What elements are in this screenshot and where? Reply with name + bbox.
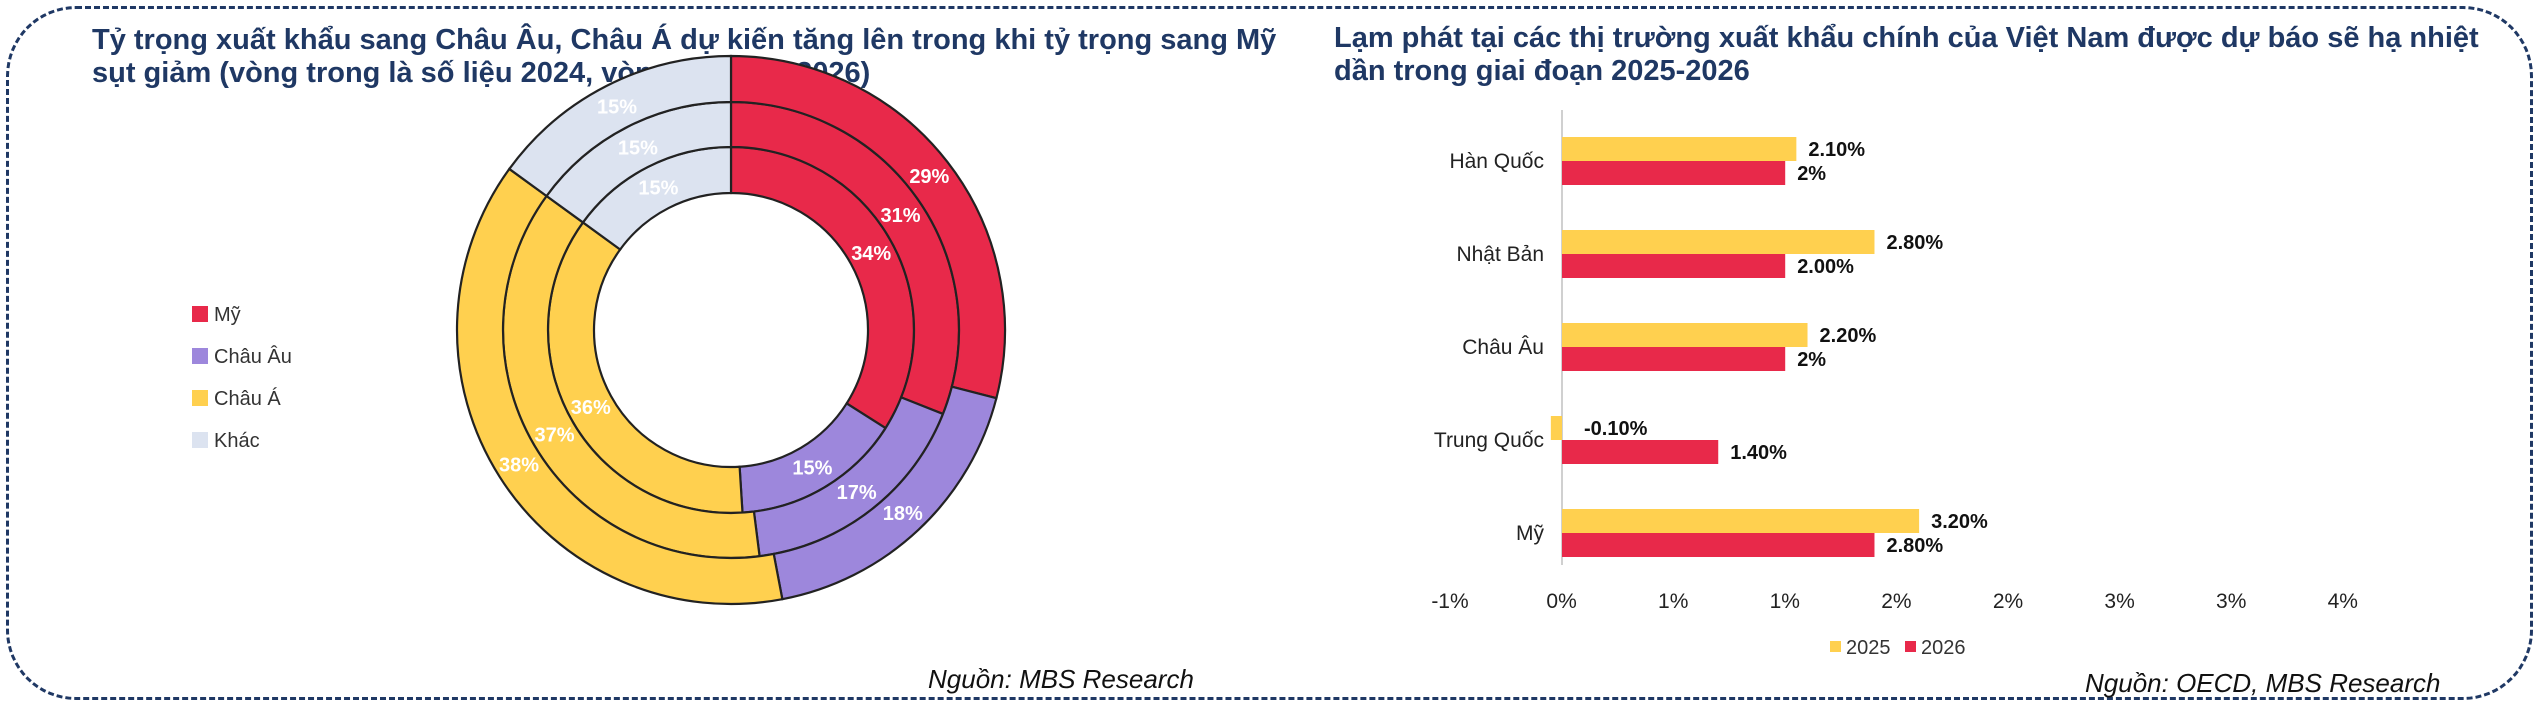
bar-2025-Châu Âu: [1562, 323, 1808, 347]
x-tick-label: 4%: [2328, 590, 2358, 613]
x-tick-label: 1%: [1658, 590, 1688, 613]
x-tick-label: 0%: [1546, 590, 1576, 613]
left-chart-title: Tỷ trọng xuất khẩu sang Châu Âu, Châu Á …: [92, 24, 1277, 89]
bar-2026-Trung Quốc: [1562, 440, 1719, 464]
donut-slice-ring3-Khác: [507, 54, 733, 198]
x-tick-label: -1%: [1431, 590, 1468, 613]
donut-label-ring2-Châu Âu: 17%: [837, 482, 877, 504]
bar-2026-Châu Âu: [1562, 347, 1786, 371]
donut-label-ring2-Mỹ: 31%: [881, 205, 921, 227]
legend-label-2025: 2025: [1846, 637, 1891, 659]
data-label-2026-Mỹ: 2.80%: [1886, 535, 1943, 557]
legend-label-Mỹ: Mỹ: [214, 304, 241, 326]
legend-swatch-2025: [1830, 641, 1841, 652]
category-label-Hàn Quốc: Hàn Quốc: [1449, 150, 1544, 173]
legend-label-Châu Âu: Châu Âu: [214, 345, 292, 368]
legend-swatch-Khác: [192, 432, 208, 448]
bar-2026-Mỹ: [1562, 533, 1875, 557]
legend-swatch-2026: [1905, 641, 1916, 652]
donut-label-ring1-Khác: 15%: [638, 177, 678, 199]
data-label-2025-Châu Âu: 2.20%: [1820, 325, 1877, 347]
dashed-frame: [6, 6, 2533, 700]
category-label-Mỹ: Mỹ: [1516, 522, 1544, 545]
donut-label-ring3-Khác: 15%: [597, 96, 637, 118]
data-label-2025-Mỹ: 3.20%: [1931, 511, 1988, 533]
legend-label-Châu Á: Châu Á: [214, 387, 281, 410]
donut-label-ring1-Châu Á: 36%: [571, 397, 611, 419]
legend-swatch-Mỹ: [192, 306, 208, 322]
x-tick-label: 3%: [2104, 590, 2134, 613]
right-chart-title: Lạm phát tại các thị trường xuất khẩu ch…: [1334, 22, 2479, 87]
bar-2025-Mỹ: [1562, 509, 1920, 533]
donut-label-ring3-Châu Á: 38%: [499, 454, 539, 476]
bar-2026-Hàn Quốc: [1562, 161, 1786, 185]
bar-2026-Nhật Bản: [1562, 254, 1786, 278]
category-label-Trung Quốc: Trung Quốc: [1434, 429, 1544, 452]
bar-2025-Nhật Bản: [1562, 230, 1875, 254]
legend-label-2026: 2026: [1921, 637, 1966, 659]
data-label-2026-Nhật Bản: 2.00%: [1797, 256, 1854, 278]
left-source-note: Nguồn: MBS Research: [928, 664, 1194, 694]
bar-2025-Hàn Quốc: [1562, 137, 1797, 161]
data-label-2026-Hàn Quốc: 2%: [1797, 163, 1826, 185]
x-tick-label: 1%: [1770, 590, 1800, 613]
bar-2025-Trung Quốc: [1550, 416, 1562, 440]
donut-label-ring2-Khác: 15%: [618, 137, 658, 159]
data-label-2025-Nhật Bản: 2.80%: [1886, 232, 1943, 254]
donut-label-ring1-Mỹ: 34%: [851, 243, 891, 265]
data-label-2025-Hàn Quốc: 2.10%: [1808, 139, 1865, 161]
category-label-Nhật Bản: Nhật Bản: [1456, 243, 1544, 266]
donut-label-ring2-Châu Á: 37%: [535, 424, 575, 446]
data-label-2026-Châu Âu: 2%: [1797, 349, 1826, 371]
donut-label-ring1-Châu Âu: 15%: [792, 458, 832, 480]
category-label-Châu Âu: Châu Âu: [1462, 336, 1544, 359]
right-source-note: Nguồn: OECD, MBS Research: [2085, 668, 2441, 698]
data-label-2026-Trung Quốc: 1.40%: [1730, 442, 1787, 464]
x-tick-label: 2%: [1881, 590, 1911, 613]
legend-swatch-Châu Âu: [192, 348, 208, 364]
donut-label-ring3-Mỹ: 29%: [909, 166, 949, 188]
x-tick-label: 3%: [2216, 590, 2246, 613]
donut-label-ring3-Châu Âu: 18%: [883, 503, 923, 525]
data-label-2025-Trung Quốc: -0.10%: [1584, 418, 1648, 440]
legend-label-Khác: Khác: [214, 430, 260, 452]
x-tick-label: 2%: [1993, 590, 2023, 613]
legend-swatch-Châu Á: [192, 390, 208, 406]
